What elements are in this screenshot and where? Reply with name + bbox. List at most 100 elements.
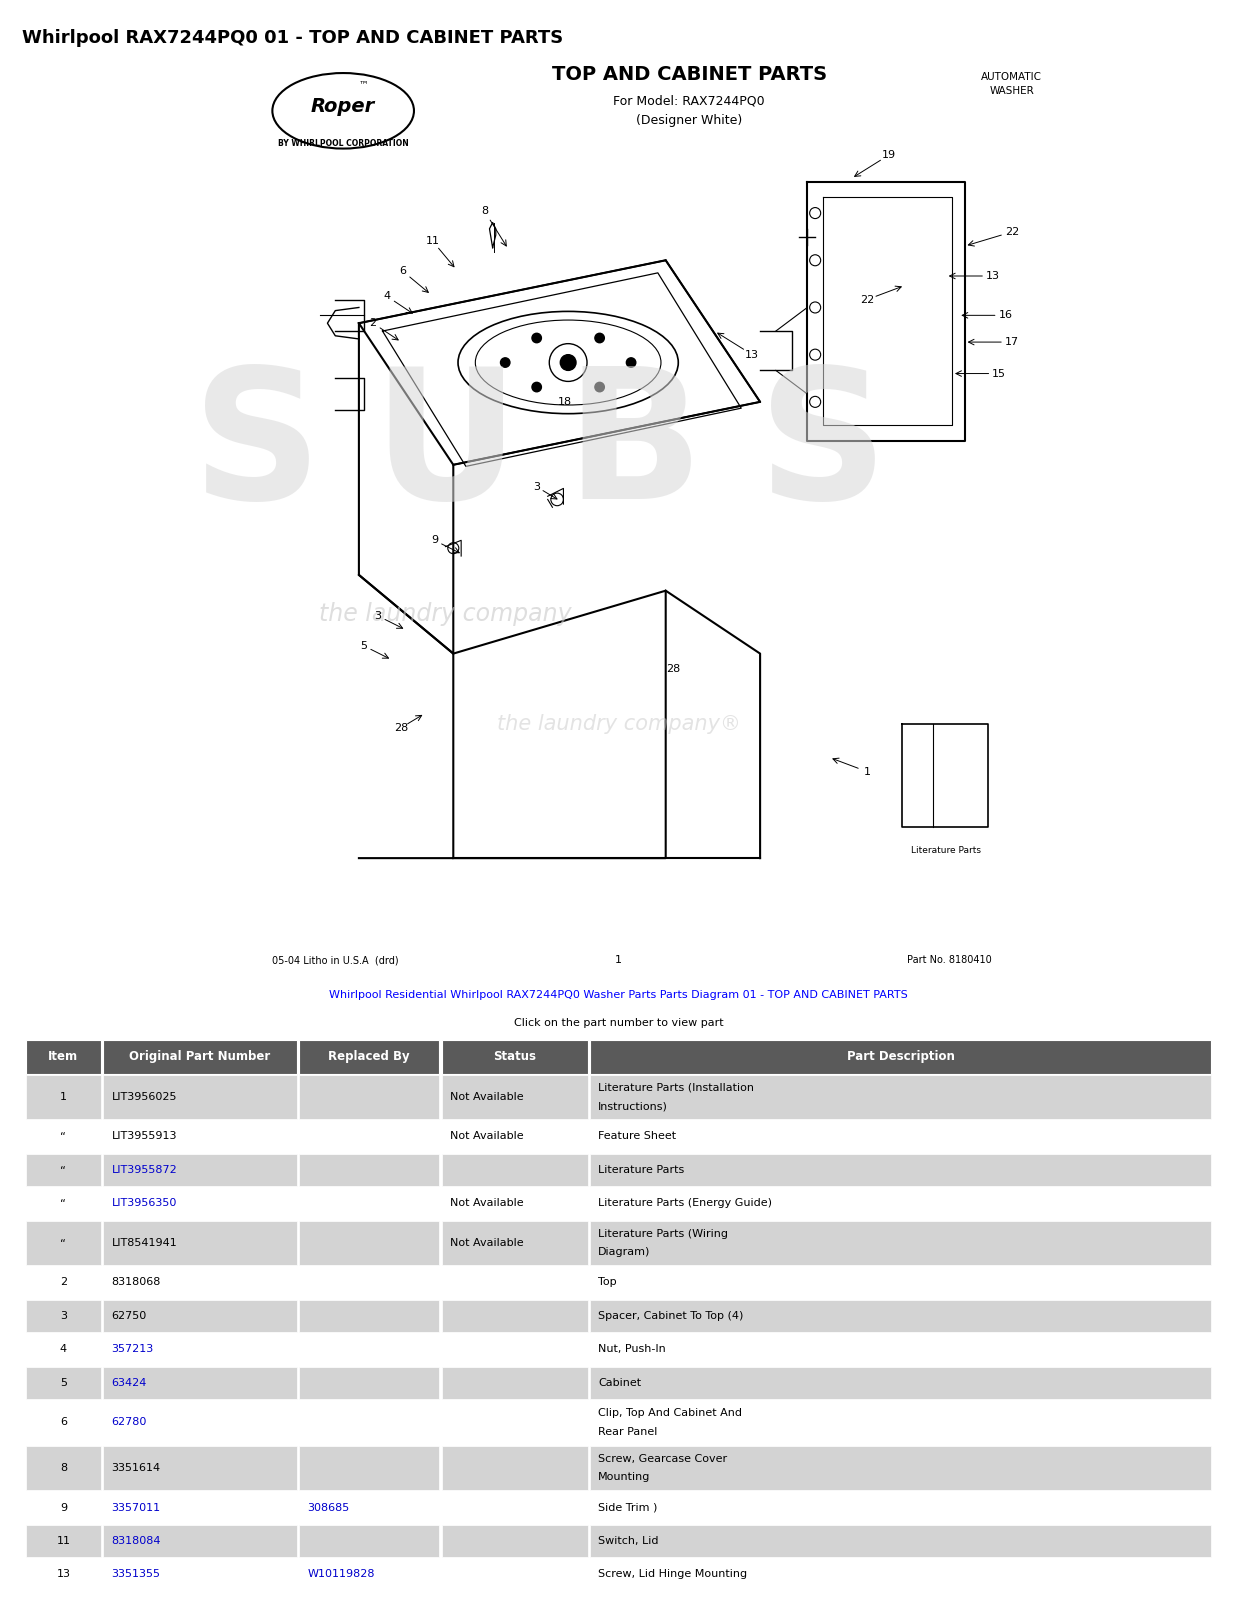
Text: Literature Parts (Wiring: Literature Parts (Wiring: [599, 1229, 729, 1238]
FancyBboxPatch shape: [442, 1187, 588, 1219]
Text: Item: Item: [48, 1050, 78, 1062]
Text: 15: 15: [992, 368, 1006, 379]
Text: 13: 13: [57, 1570, 71, 1579]
FancyBboxPatch shape: [299, 1366, 439, 1398]
Text: Screw, Lid Hinge Mounting: Screw, Lid Hinge Mounting: [599, 1570, 747, 1579]
Circle shape: [560, 355, 576, 370]
FancyBboxPatch shape: [590, 1075, 1211, 1120]
Text: LIT3955872: LIT3955872: [111, 1165, 177, 1174]
FancyBboxPatch shape: [590, 1333, 1211, 1365]
Text: 3: 3: [533, 482, 541, 491]
Text: Side Trim ): Side Trim ): [599, 1502, 658, 1512]
FancyBboxPatch shape: [442, 1266, 588, 1299]
Text: LIT3955913: LIT3955913: [111, 1131, 177, 1141]
FancyBboxPatch shape: [590, 1400, 1211, 1445]
FancyBboxPatch shape: [299, 1120, 439, 1152]
FancyBboxPatch shape: [442, 1299, 588, 1333]
Text: Not Available: Not Available: [450, 1198, 523, 1208]
Text: Nut, Push-In: Nut, Push-In: [599, 1344, 666, 1354]
FancyBboxPatch shape: [299, 1187, 439, 1219]
Text: 8: 8: [481, 206, 489, 216]
Text: Spacer, Cabinet To Top (4): Spacer, Cabinet To Top (4): [599, 1310, 743, 1322]
Text: 19: 19: [882, 150, 896, 160]
Text: 6: 6: [400, 266, 407, 277]
Text: Cabinet: Cabinet: [599, 1378, 642, 1387]
Text: LIT3956025: LIT3956025: [111, 1091, 177, 1102]
Text: 8318084: 8318084: [111, 1536, 161, 1546]
Circle shape: [532, 382, 542, 392]
FancyBboxPatch shape: [26, 1299, 100, 1333]
Text: Literature Parts: Literature Parts: [599, 1165, 684, 1174]
FancyBboxPatch shape: [590, 1366, 1211, 1398]
FancyBboxPatch shape: [103, 1266, 297, 1299]
Text: 18: 18: [558, 397, 571, 406]
FancyBboxPatch shape: [442, 1120, 588, 1152]
Text: 63424: 63424: [111, 1378, 147, 1387]
FancyBboxPatch shape: [442, 1491, 588, 1523]
Text: “: “: [61, 1165, 67, 1174]
Text: 3351614: 3351614: [111, 1462, 161, 1474]
FancyBboxPatch shape: [103, 1075, 297, 1120]
FancyBboxPatch shape: [299, 1040, 439, 1074]
Text: 8318068: 8318068: [111, 1277, 161, 1288]
FancyBboxPatch shape: [442, 1154, 588, 1186]
Circle shape: [626, 358, 636, 368]
FancyBboxPatch shape: [26, 1558, 100, 1590]
Text: BY WHIRLPOOL CORPORATION: BY WHIRLPOOL CORPORATION: [278, 139, 408, 149]
FancyBboxPatch shape: [103, 1299, 297, 1333]
Text: Mounting: Mounting: [599, 1472, 651, 1482]
FancyBboxPatch shape: [26, 1221, 100, 1266]
Text: Part No. 8180410: Part No. 8180410: [907, 955, 991, 965]
Text: 3: 3: [375, 611, 381, 621]
Text: 1: 1: [615, 955, 622, 965]
Text: Literature Parts (Energy Guide): Literature Parts (Energy Guide): [599, 1198, 772, 1208]
Text: Replaced By: Replaced By: [328, 1050, 409, 1062]
FancyBboxPatch shape: [103, 1187, 297, 1219]
Text: S: S: [758, 362, 888, 538]
Text: 2: 2: [370, 318, 376, 328]
FancyBboxPatch shape: [26, 1040, 100, 1074]
Text: Status: Status: [494, 1050, 536, 1062]
FancyBboxPatch shape: [299, 1266, 439, 1299]
Text: Clip, Top And Cabinet And: Clip, Top And Cabinet And: [599, 1408, 742, 1418]
FancyBboxPatch shape: [442, 1400, 588, 1445]
Text: the laundry company®: the laundry company®: [496, 714, 741, 734]
Text: 16: 16: [998, 310, 1013, 320]
Text: 1: 1: [59, 1091, 67, 1102]
Text: Roper: Roper: [310, 96, 375, 115]
Text: 4: 4: [383, 291, 391, 301]
Text: Not Available: Not Available: [450, 1091, 523, 1102]
Circle shape: [595, 382, 605, 392]
Text: 05-04 Litho in U.S.A  (drd): 05-04 Litho in U.S.A (drd): [272, 955, 398, 965]
Text: W10119828: W10119828: [307, 1570, 375, 1579]
Text: 3351355: 3351355: [111, 1570, 161, 1579]
Text: 3357011: 3357011: [111, 1502, 161, 1512]
Text: 28: 28: [667, 664, 680, 674]
Circle shape: [595, 333, 605, 342]
FancyBboxPatch shape: [26, 1333, 100, 1365]
FancyBboxPatch shape: [299, 1221, 439, 1266]
FancyBboxPatch shape: [299, 1400, 439, 1445]
FancyBboxPatch shape: [590, 1266, 1211, 1299]
Text: LIT3956350: LIT3956350: [111, 1198, 177, 1208]
FancyBboxPatch shape: [103, 1446, 297, 1490]
FancyBboxPatch shape: [103, 1558, 297, 1590]
Text: Original Part Number: Original Part Number: [130, 1050, 271, 1062]
FancyBboxPatch shape: [590, 1221, 1211, 1266]
Text: ™: ™: [359, 78, 369, 90]
FancyBboxPatch shape: [299, 1525, 439, 1557]
Text: Literature Parts (Installation: Literature Parts (Installation: [599, 1083, 755, 1093]
FancyBboxPatch shape: [590, 1154, 1211, 1186]
FancyBboxPatch shape: [103, 1400, 297, 1445]
FancyBboxPatch shape: [26, 1075, 100, 1120]
FancyBboxPatch shape: [590, 1446, 1211, 1490]
Text: For Model: RAX7244PQ0: For Model: RAX7244PQ0: [614, 94, 766, 107]
FancyBboxPatch shape: [299, 1299, 439, 1333]
FancyBboxPatch shape: [442, 1446, 588, 1490]
FancyBboxPatch shape: [103, 1366, 297, 1398]
Text: 3: 3: [59, 1310, 67, 1322]
FancyBboxPatch shape: [590, 1525, 1211, 1557]
Text: Rear Panel: Rear Panel: [599, 1427, 658, 1437]
FancyBboxPatch shape: [26, 1266, 100, 1299]
FancyBboxPatch shape: [103, 1491, 297, 1523]
